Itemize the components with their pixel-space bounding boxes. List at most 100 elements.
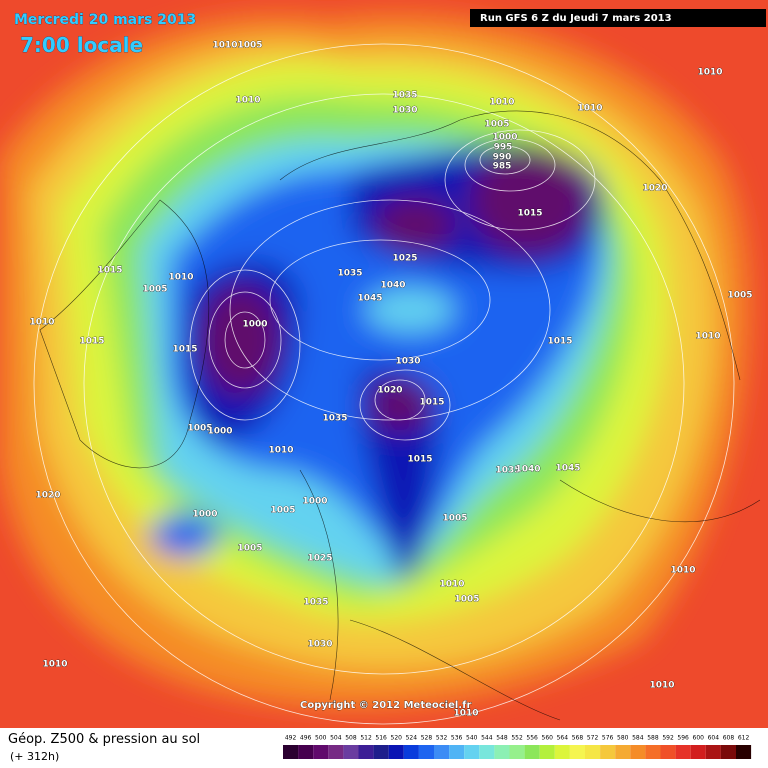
colorbar-label: 568 bbox=[572, 735, 584, 742]
pressure-label: 985 bbox=[493, 162, 512, 172]
colorbar-label: 596 bbox=[677, 735, 689, 742]
colorbar-swatch bbox=[449, 745, 465, 759]
colorbar-swatch bbox=[720, 745, 736, 759]
colorbar-label: 528 bbox=[421, 735, 433, 742]
colorbar-swatch bbox=[434, 745, 450, 759]
colorbar-swatch bbox=[645, 745, 661, 759]
colorbar-label: 604 bbox=[708, 735, 720, 742]
colorbar-swatch bbox=[343, 745, 359, 759]
pressure-label: 1035 bbox=[495, 466, 520, 476]
pressure-label: 1015 bbox=[419, 398, 444, 408]
colorbar-label: 564 bbox=[557, 735, 569, 742]
colorbar-label: 536 bbox=[451, 735, 463, 742]
pressure-label: 1000 bbox=[207, 427, 232, 437]
colorbar-label: 500 bbox=[315, 735, 327, 742]
pressure-label: 1035 bbox=[322, 414, 347, 424]
pressure-label: 1010 bbox=[577, 104, 602, 114]
pressure-label: 1030 bbox=[395, 357, 420, 367]
pressure-label: 1015 bbox=[407, 455, 432, 465]
forecast-date: Mercredi 20 mars 2013 bbox=[14, 12, 196, 28]
isobars bbox=[33, 43, 735, 725]
pressure-label: 1035 bbox=[337, 269, 362, 279]
colorbar-swatch bbox=[569, 745, 585, 759]
pressure-label: 1015 bbox=[79, 337, 104, 347]
colorbar-swatch bbox=[373, 745, 389, 759]
colorbar-label: 520 bbox=[391, 735, 403, 742]
colorbar-label: 588 bbox=[647, 735, 659, 742]
pressure-label: 1000 bbox=[302, 497, 327, 507]
pressure-label: 1035 bbox=[392, 91, 417, 101]
colorbar-label: 504 bbox=[330, 735, 342, 742]
pressure-label: 1030 bbox=[307, 640, 332, 650]
pressure-label: 1040 bbox=[380, 281, 405, 291]
geopotential-field bbox=[0, 15, 749, 708]
colorbar-swatch bbox=[524, 745, 540, 759]
colorbar-swatch bbox=[660, 745, 676, 759]
colorbar-label: 584 bbox=[632, 735, 644, 742]
pressure-label: 1010 bbox=[649, 681, 674, 691]
colorbar-label: 560 bbox=[542, 735, 554, 742]
colorbar-swatch bbox=[358, 745, 374, 759]
colorbar-label: 556 bbox=[526, 735, 538, 742]
pressure-label: 1010 bbox=[697, 68, 722, 78]
colorbar-swatch bbox=[298, 745, 314, 759]
pressure-label: 1005 bbox=[237, 544, 262, 554]
colorbar-label: 552 bbox=[511, 735, 523, 742]
pressure-label: 1010 bbox=[42, 660, 67, 670]
pressure-label: 1010 bbox=[670, 566, 695, 576]
pressure-label: 1015 bbox=[517, 209, 542, 219]
colorbar-label: 516 bbox=[375, 735, 387, 742]
pressure-label: 1015 bbox=[547, 337, 572, 347]
pressure-label: 1045 bbox=[555, 464, 580, 474]
pressure-label: 1040 bbox=[515, 465, 540, 475]
pressure-label: 1030 bbox=[392, 106, 417, 116]
colorbar-swatch bbox=[313, 745, 329, 759]
pressure-labels: 1010 1005 1010 1035 1030 1010 1010 1010 1005 1000… bbox=[29, 40, 753, 719]
colorbar-swatch bbox=[403, 745, 419, 759]
colorbar-swatch bbox=[630, 745, 646, 759]
pressure-label: 1020 bbox=[642, 184, 667, 194]
colorbar-swatch bbox=[479, 745, 495, 759]
colorbar-label: 512 bbox=[360, 735, 372, 742]
pressure-label: 1045 bbox=[357, 294, 382, 304]
colorbar: 492 496 500 504 508 512 516 520 524 528 532 536 540 5… bbox=[283, 735, 752, 759]
colorbar-label: 532 bbox=[436, 735, 448, 742]
pressure-label: 1025 bbox=[307, 554, 332, 564]
pressure-label: 1035 bbox=[303, 598, 328, 608]
colorbar-label: 608 bbox=[723, 735, 735, 742]
pressure-label: 1005 bbox=[270, 506, 295, 516]
pressure-label: 1010 bbox=[439, 580, 464, 590]
pressure-label: 1010 bbox=[453, 709, 478, 719]
colorbar-swatch bbox=[464, 745, 480, 759]
colorbar-swatch bbox=[615, 745, 631, 759]
colorbar-swatch bbox=[539, 745, 555, 759]
colorbar-swatch bbox=[328, 745, 344, 759]
colorbar-swatch bbox=[554, 745, 570, 759]
colorbar-label: 508 bbox=[345, 735, 357, 742]
pressure-label: 1010 bbox=[489, 98, 514, 108]
pressure-label: 1000 bbox=[192, 510, 217, 520]
footer-lead: (+ 312h) bbox=[10, 750, 59, 763]
pressure-label: 1020 bbox=[377, 386, 402, 396]
pressure-label: 1005 bbox=[727, 291, 752, 301]
run-info: Run GFS 6 Z du Jeudi 7 mars 2013 bbox=[480, 13, 672, 24]
pressure-label: 1010 bbox=[29, 318, 54, 328]
pressure-label: 990 bbox=[493, 153, 512, 163]
colorbar-swatch bbox=[736, 745, 752, 759]
pressure-label: 1025 bbox=[392, 254, 417, 264]
colorbar-label: 548 bbox=[496, 735, 508, 742]
pressure-label: 1010 bbox=[235, 96, 260, 106]
pressure-label: 1010 bbox=[695, 332, 720, 342]
pressure-label: 1020 bbox=[35, 491, 60, 501]
colorbar-label: 572 bbox=[587, 735, 599, 742]
colorbar-swatch bbox=[283, 745, 299, 759]
colorbar-label: 496 bbox=[300, 735, 312, 742]
coastlines bbox=[39, 110, 761, 721]
colorbar-label: 492 bbox=[285, 735, 297, 742]
colorbar-label: 524 bbox=[406, 735, 418, 742]
colorbar-label: 592 bbox=[662, 735, 674, 742]
copyright: Copyright © 2012 Meteociel.fr bbox=[300, 700, 471, 711]
pressure-label: 1010 bbox=[212, 41, 237, 51]
footer-title: Géop. Z500 & pression au sol bbox=[8, 732, 200, 747]
